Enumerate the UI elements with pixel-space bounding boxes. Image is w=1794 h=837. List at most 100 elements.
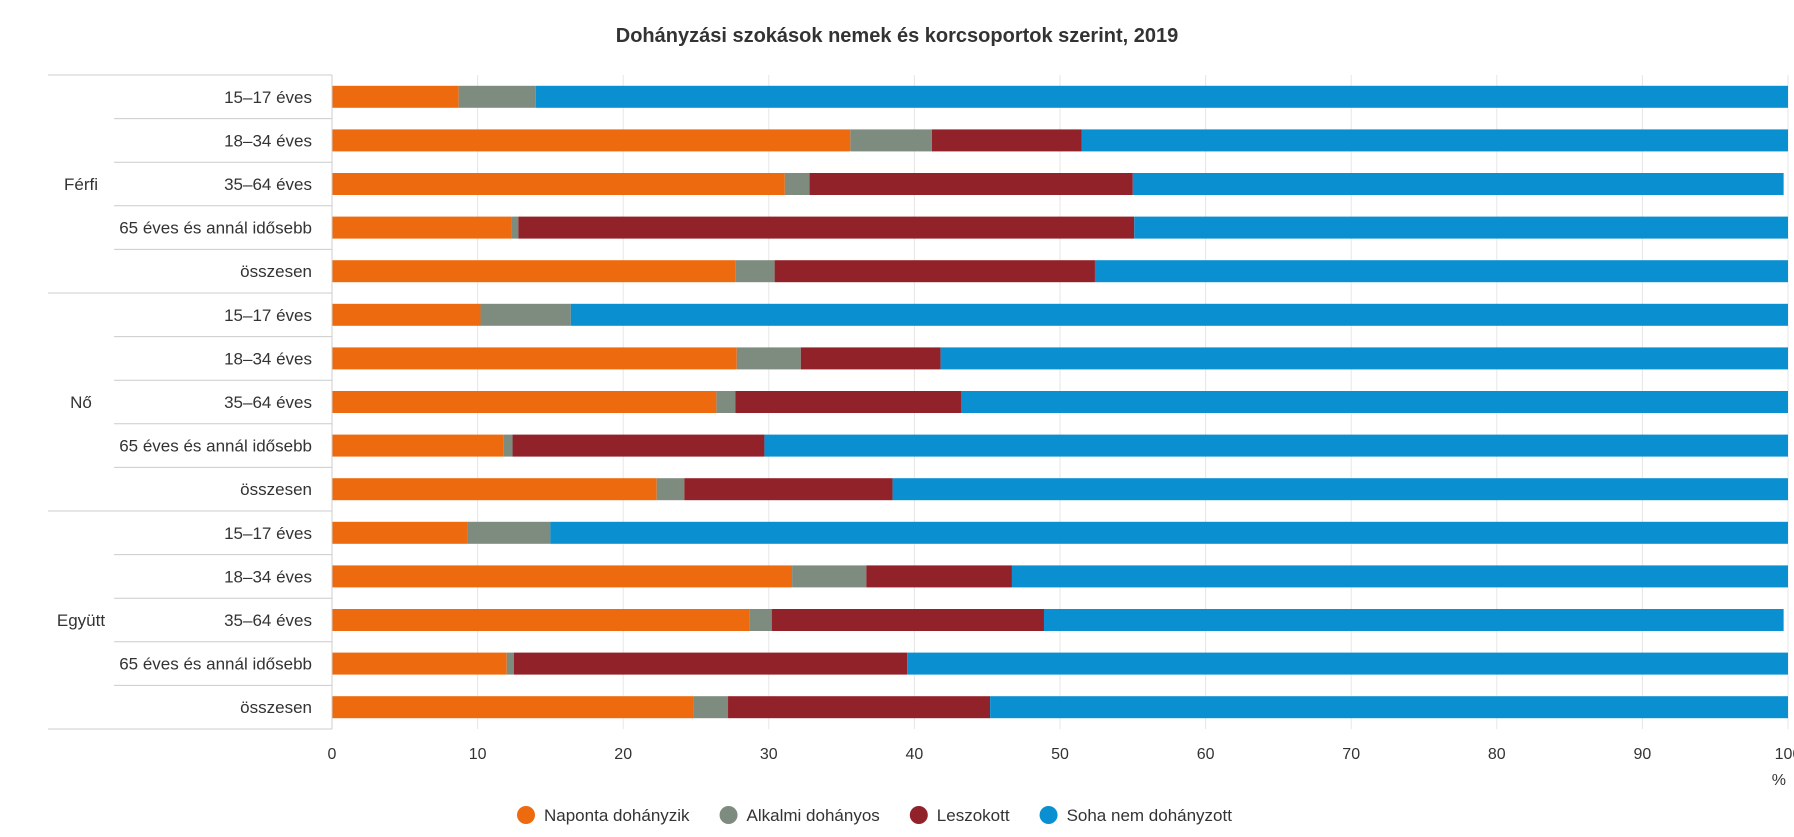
legend: Naponta dohányzik Alkalmi dohányos Leszoko…	[517, 806, 1232, 825]
bar-segment	[503, 434, 513, 457]
category-label: 35–64 éves	[224, 175, 312, 194]
category-label: összesen	[240, 262, 312, 281]
x-tick-label: 0	[328, 746, 337, 763]
group-label: Nő	[70, 393, 92, 412]
group-label: Együtt	[57, 611, 105, 630]
x-tick-label: 10	[469, 746, 487, 763]
legend-marker	[517, 806, 535, 824]
bar-segment	[332, 216, 512, 239]
bar-segment	[800, 347, 941, 370]
category-label: összesen	[240, 480, 312, 499]
x-tick-label: 30	[760, 746, 778, 763]
bar-segment	[570, 303, 1789, 326]
bar-area	[332, 85, 1789, 719]
bar-segment	[332, 129, 851, 152]
bar-segment	[467, 521, 551, 544]
bar-segment	[332, 347, 737, 370]
bar-segment	[716, 391, 736, 413]
category-label: összesen	[240, 698, 312, 717]
bar-segment	[480, 303, 571, 326]
bar-segment	[332, 478, 657, 501]
bar-segment	[684, 478, 893, 501]
bar-segment	[332, 303, 481, 326]
group-label: Férfi	[64, 175, 98, 194]
bar-segment	[332, 521, 468, 544]
category-label: 18–34 éves	[224, 131, 312, 150]
category-label: 65 éves és annál idősebb	[119, 437, 312, 456]
bar-segment	[1043, 609, 1784, 631]
bar-segment	[792, 565, 867, 588]
bar-segment	[550, 521, 1788, 544]
bar-segment	[784, 173, 810, 195]
legend-label: Alkalmi dohányos	[747, 806, 880, 825]
bar-segment	[332, 434, 504, 457]
bar-segment	[332, 260, 736, 283]
bar-segment	[728, 696, 991, 719]
bar-segment	[892, 478, 1788, 501]
bar-segment	[850, 129, 932, 152]
legend-marker	[719, 806, 738, 824]
bar-segment	[656, 478, 685, 501]
legend-label: Naponta dohányzik	[544, 806, 690, 825]
bar-segment	[332, 391, 717, 413]
category-labels: 15–17 éves 18–34 éves 35–64 éves 65 éves és…	[48, 74, 332, 730]
category-label: 65 éves és annál idősebb	[119, 219, 312, 238]
bar-segment	[1134, 216, 1788, 239]
category-label: 15–17 éves	[224, 306, 312, 325]
bar-segment	[332, 652, 507, 675]
bar-segment	[809, 173, 1133, 195]
x-tick-label: 70	[1342, 746, 1360, 763]
bar-segment	[764, 434, 1788, 457]
category-label: 18–34 éves	[224, 567, 312, 586]
x-tick-label: 80	[1488, 746, 1506, 763]
bar-segment	[866, 565, 1012, 588]
category-label: 35–64 éves	[224, 611, 312, 630]
bar-segment	[1094, 260, 1788, 283]
x-tick-label: 40	[906, 746, 924, 763]
category-label: 18–34 éves	[224, 349, 312, 368]
x-tick-label: 100	[1775, 746, 1794, 763]
chart-title: Dohányzási szokások nemek és korcsoporto…	[616, 25, 1178, 47]
legend-marker	[1039, 806, 1058, 824]
legend-label: Soha nem dohányzott	[1067, 806, 1233, 825]
bar-segment	[332, 696, 694, 719]
bar-segment	[332, 609, 750, 631]
bar-segment	[990, 696, 1788, 719]
bar-segment	[1132, 173, 1784, 195]
bar-segment	[332, 173, 785, 195]
bar-segment	[518, 216, 1135, 239]
x-axis: 0 10 20 30 40 50 60 70 80 90 100	[328, 75, 1794, 763]
bar-segment	[749, 609, 772, 631]
bar-segment	[931, 129, 1082, 152]
bar-segment	[458, 85, 536, 108]
x-tick-label: 90	[1634, 746, 1652, 763]
bar-segment	[774, 260, 1095, 283]
bar-segment	[514, 652, 908, 675]
legend-marker	[909, 806, 928, 824]
x-tick-label: 20	[614, 746, 632, 763]
category-label: 65 éves és annál idősebb	[119, 655, 312, 674]
x-axis-unit: %	[1772, 772, 1786, 789]
legend-label: Leszokott	[937, 806, 1010, 825]
category-label: 15–17 éves	[224, 524, 312, 543]
bar-segment	[332, 85, 459, 108]
bar-segment	[535, 85, 1788, 108]
bar-segment	[1011, 565, 1788, 588]
bar-segment	[960, 391, 1788, 413]
bar-segment	[907, 652, 1788, 675]
bar-segment	[940, 347, 1788, 370]
bar-segment	[512, 434, 765, 457]
bar-segment	[735, 260, 775, 283]
bar-segment	[736, 347, 801, 370]
bar-segment	[771, 609, 1044, 631]
bar-segment	[735, 391, 961, 413]
category-label: 35–64 éves	[224, 393, 312, 412]
x-tick-label: 60	[1197, 746, 1215, 763]
category-label: 15–17 éves	[224, 88, 312, 107]
bar-segment	[1081, 129, 1788, 152]
bar-segment	[506, 652, 514, 675]
x-tick-label: 50	[1051, 746, 1069, 763]
bar-segment	[693, 696, 729, 719]
bar-segment	[332, 565, 793, 588]
